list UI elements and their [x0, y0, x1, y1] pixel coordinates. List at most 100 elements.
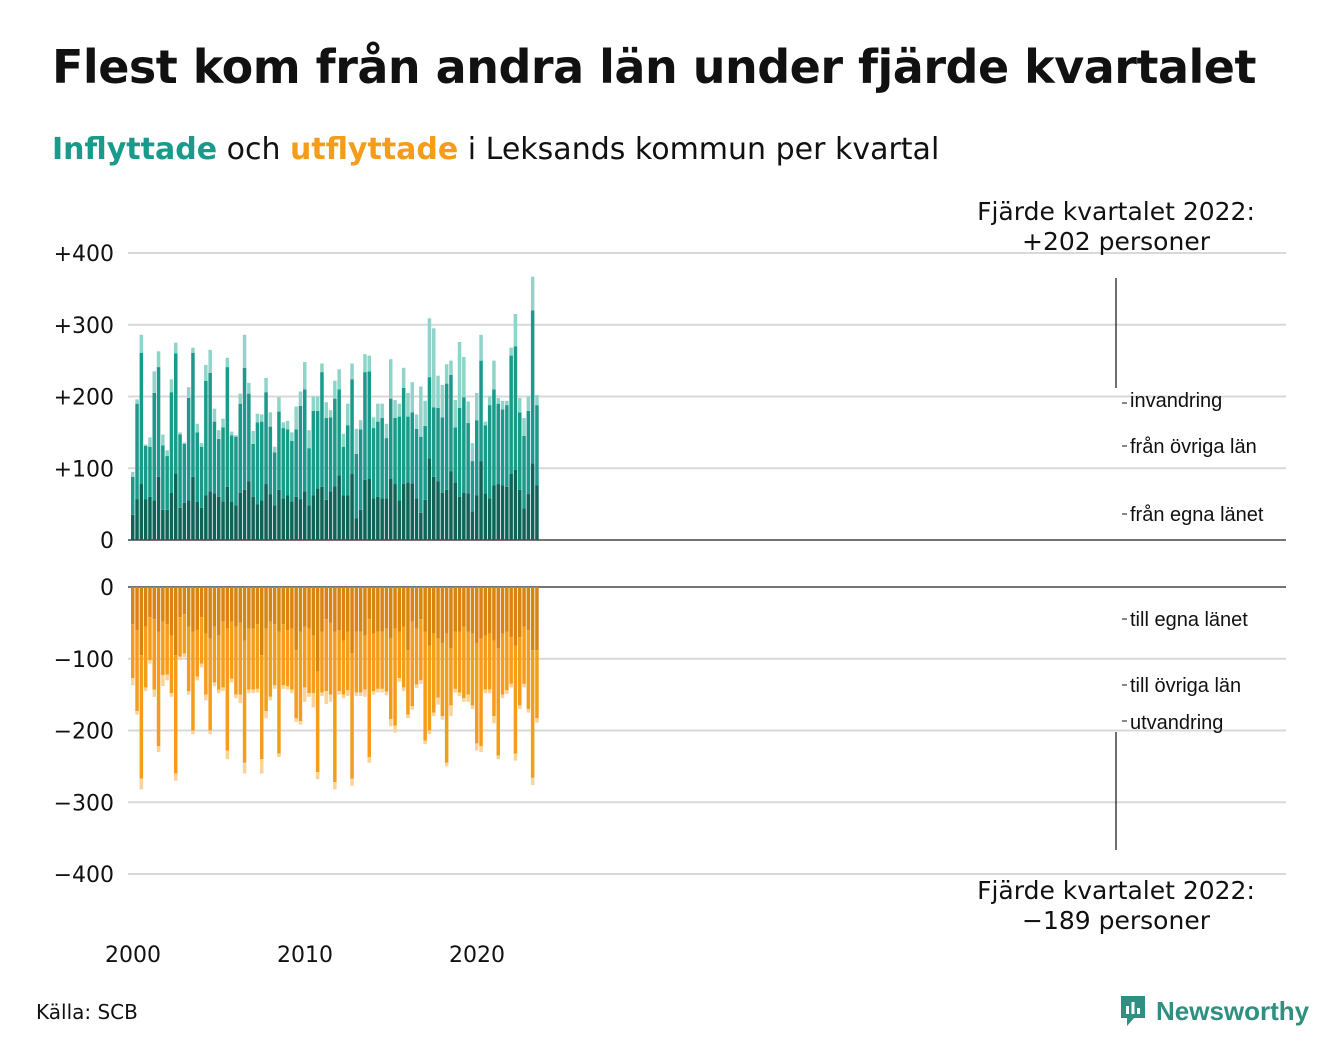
bar-out-same-county	[298, 587, 303, 632]
bar-out-emigration	[307, 693, 311, 697]
subtitle-rest: i Leksands kommun per kvartal	[458, 132, 940, 167]
bar-out-other-county	[169, 635, 174, 694]
bar-in-immigration	[470, 443, 475, 462]
bar-out-same-county	[165, 587, 169, 625]
bar-out-emigration	[178, 656, 182, 661]
bar-in-other-county	[307, 448, 311, 506]
bar-in-immigration	[156, 351, 161, 368]
bar-out-other-county	[225, 628, 230, 751]
bar-out-emigration	[174, 773, 178, 781]
bar-in-immigration	[401, 367, 406, 388]
bar-in-immigration	[186, 387, 191, 398]
bar-out-same-county	[234, 587, 238, 627]
bar-in-immigration	[174, 342, 178, 354]
bar-in-same-county	[496, 484, 500, 540]
bar-out-other-county	[509, 637, 513, 684]
bar-out-emigration	[354, 692, 359, 697]
bar-out-emigration	[513, 753, 518, 761]
bar-out-other-county	[234, 626, 238, 695]
bar-out-same-county	[475, 587, 479, 643]
bar-in-same-county	[152, 500, 156, 540]
bar-in-other-county	[513, 346, 518, 470]
bar-in-same-county	[208, 491, 212, 540]
bar-in-other-county	[346, 425, 350, 496]
bar-out-emigration	[234, 694, 238, 699]
bar-in-other-county	[298, 405, 303, 500]
bar-in-immigration	[354, 428, 359, 454]
bar-in-same-county	[264, 484, 268, 540]
bar-out-other-county	[221, 621, 225, 688]
bar-out-emigration	[444, 762, 449, 767]
bar-out-emigration	[341, 694, 346, 699]
bar-in-same-county	[298, 499, 303, 540]
bar-out-same-county	[251, 587, 255, 629]
bar-in-immigration	[294, 406, 298, 430]
bar-out-same-county	[191, 587, 195, 632]
bar-in-other-county	[195, 432, 199, 502]
bar-out-other-county	[333, 631, 337, 783]
bar-in-same-county	[444, 489, 449, 540]
bar-in-immigration	[406, 392, 410, 417]
bar-out-same-county	[346, 587, 350, 632]
newsworthy-chart-bubble-icon	[1121, 996, 1145, 1026]
bar-in-other-county	[238, 403, 242, 493]
bar-in-other-county	[393, 418, 397, 485]
bar-out-same-county	[311, 587, 316, 636]
bar-out-same-county	[281, 587, 285, 625]
bar-in-immigration	[131, 471, 135, 477]
upper-ytick-label: +300	[54, 314, 114, 339]
lower-ytick-label: 0	[100, 576, 114, 601]
bar-out-emigration	[186, 691, 191, 695]
bar-out-other-county	[453, 631, 457, 689]
bar-out-same-county	[212, 587, 217, 627]
bar-in-immigration	[328, 410, 333, 418]
bar-out-emigration	[350, 778, 354, 786]
bar-out-emigration	[423, 740, 427, 745]
bar-out-same-county	[221, 587, 225, 622]
bar-in-same-county	[526, 494, 531, 540]
bar-in-immigration	[479, 334, 483, 361]
bar-in-other-county	[522, 435, 526, 509]
bar-out-other-county	[389, 638, 393, 720]
bar-out-same-county	[186, 587, 191, 627]
bar-in-same-county	[161, 509, 165, 540]
bar-in-immigration	[505, 400, 509, 406]
bar-out-other-county	[174, 655, 178, 774]
bar-out-emigration	[298, 721, 303, 725]
bar-out-other-county	[496, 647, 500, 756]
bar-in-immigration	[260, 414, 264, 422]
bar-out-other-county	[513, 645, 518, 754]
lower-ytick-label: −300	[54, 791, 114, 816]
bar-in-same-county	[462, 492, 466, 540]
bar-out-same-county	[307, 587, 311, 629]
bar-out-other-county	[492, 640, 496, 717]
bar-in-immigration	[410, 382, 414, 413]
bar-out-other-county	[500, 633, 505, 695]
bar-in-other-county	[475, 420, 479, 496]
bar-out-same-county	[139, 587, 144, 656]
bar-out-emigration	[225, 750, 230, 760]
bar-out-other-county	[487, 633, 492, 690]
bar-out-emigration	[264, 711, 268, 719]
bar-in-other-county	[174, 353, 178, 474]
bar-out-same-county	[148, 587, 152, 618]
bar-in-other-county	[242, 367, 247, 490]
bar-out-same-county	[483, 587, 488, 636]
bar-in-other-county	[530, 310, 535, 464]
bar-out-same-county	[199, 587, 204, 618]
bar-out-same-county	[505, 587, 509, 632]
bar-in-immigration	[337, 369, 341, 390]
bar-out-emigration	[238, 694, 242, 704]
bar-in-same-county	[311, 495, 316, 540]
bar-out-other-county	[483, 635, 488, 690]
bar-in-immigration	[449, 360, 453, 375]
bar-in-other-county	[268, 426, 273, 495]
bar-in-other-county	[518, 412, 522, 490]
bar-in-same-county	[285, 495, 290, 540]
bar-in-other-county	[487, 405, 492, 499]
bar-in-other-county	[131, 476, 135, 515]
bar-in-same-county	[341, 495, 346, 540]
bar-out-emigration	[500, 694, 505, 699]
bar-in-other-county	[225, 367, 230, 487]
bar-in-other-county	[440, 417, 445, 493]
